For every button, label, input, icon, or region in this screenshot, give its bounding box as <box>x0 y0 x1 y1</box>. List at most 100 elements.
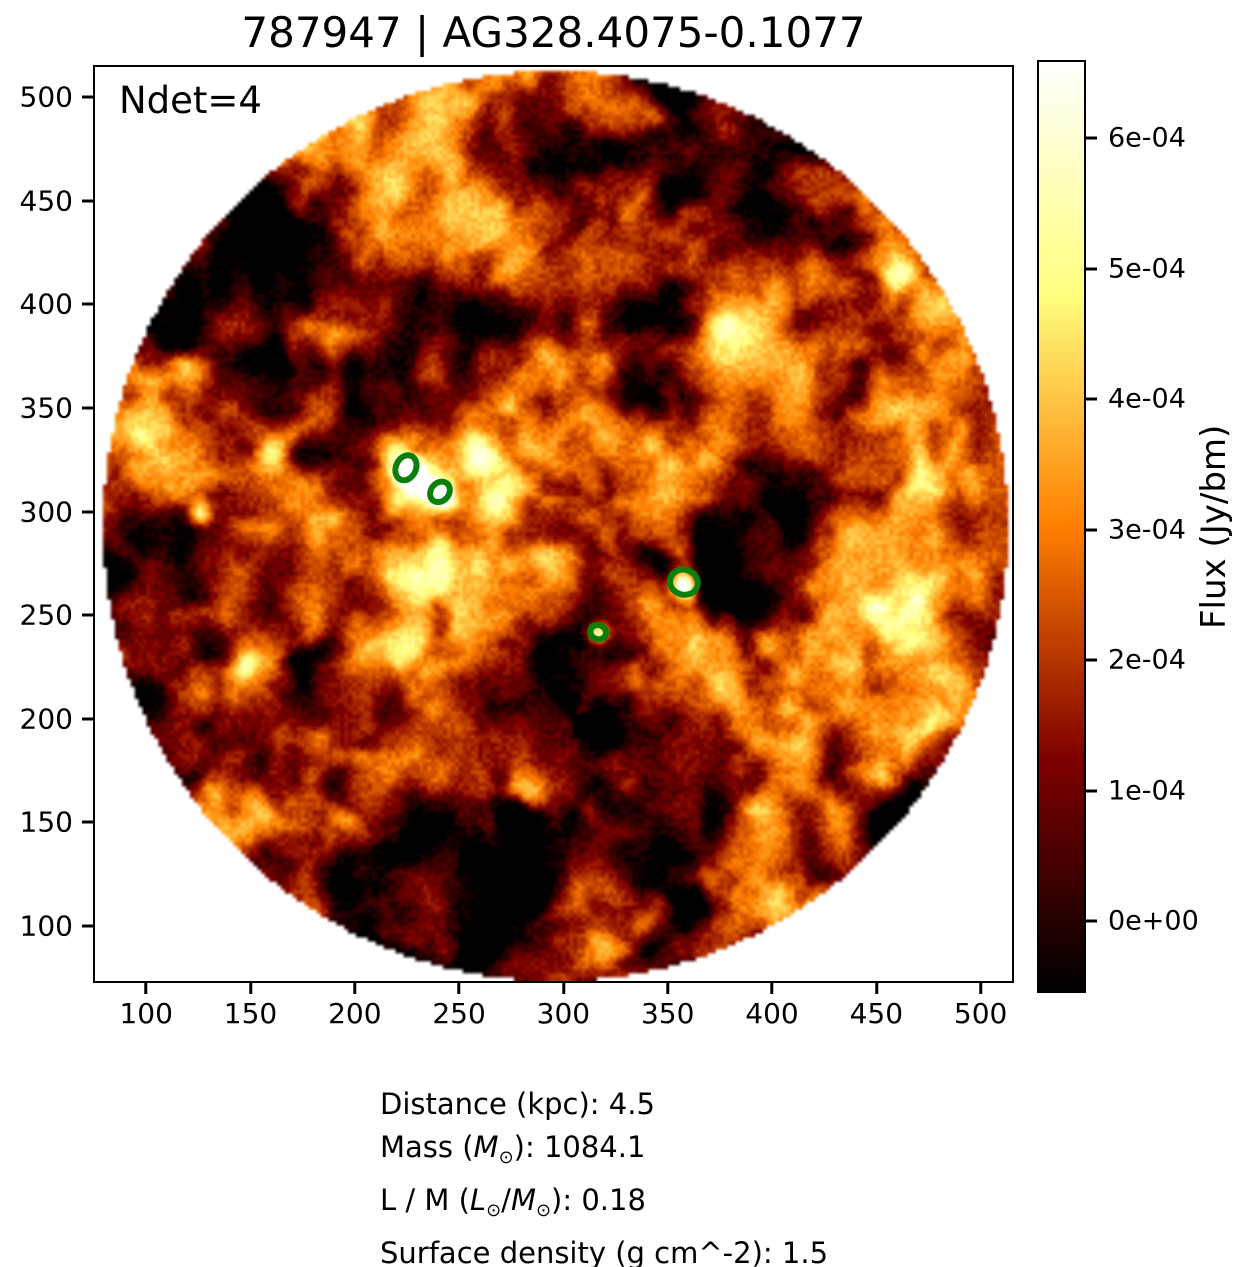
y-tick: 400 <box>20 288 93 321</box>
y-tick-mark <box>82 406 93 410</box>
colorbar-tick-mark <box>1086 658 1097 662</box>
y-tick-mark <box>82 717 93 721</box>
x-tick: 200 <box>328 983 382 1030</box>
colorbar-tick-mark <box>1086 136 1097 140</box>
x-tick-mark <box>248 983 252 994</box>
info-text: ⊙ <box>498 1146 514 1168</box>
colorbar-tick-label: 5e-04 <box>1108 253 1186 285</box>
colorbar-tick: 0e+00 <box>1086 906 1199 937</box>
colorbar-tick: 4e-04 <box>1086 384 1186 415</box>
colorbar-tick: 1e-04 <box>1086 775 1186 806</box>
colorbar-tick: 2e-04 <box>1086 645 1186 676</box>
x-tick-label: 400 <box>745 997 799 1030</box>
colorbar-ticks: 6e-04 5e-04 4e-04 3e-04 2e-04 1e-04 0e+00 <box>1086 60 1246 993</box>
x-tick-mark <box>979 983 983 994</box>
y-tick-label: 400 <box>19 287 73 321</box>
x-tick: 150 <box>224 983 277 1030</box>
y-tick: 450 <box>20 184 93 217</box>
x-tick-mark <box>666 983 670 994</box>
y-tick-label: 150 <box>19 805 73 839</box>
x-tick-label: 150 <box>223 997 278 1030</box>
y-tick-mark <box>82 613 93 617</box>
colorbar-tick-label: 1e-04 <box>1108 775 1186 807</box>
info-text: ): 1084.1 <box>513 1130 646 1164</box>
x-tick-label: 300 <box>536 997 591 1030</box>
info-text: / <box>501 1182 511 1217</box>
x-tick: 500 <box>954 983 1007 1030</box>
x-tick: 100 <box>119 983 173 1030</box>
x-axis-ticks: 100 150 200 250 300 350 400 450 500 <box>93 983 1014 1035</box>
x-tick: 350 <box>641 983 694 1030</box>
y-tick-label: 250 <box>19 598 73 632</box>
y-tick: 200 <box>20 702 93 735</box>
y-tick-mark <box>82 95 93 99</box>
info-text: L / M ( <box>380 1182 470 1217</box>
colorbar-tick: 6e-04 <box>1086 123 1186 154</box>
source-info-block: Distance (kpc): 4.5 Mass (M⊙): 1084.1 L / … <box>380 1083 828 1267</box>
info-text: ⊙ <box>535 1199 552 1221</box>
info-text: M <box>473 1130 499 1164</box>
colorbar-tick: 3e-04 <box>1086 514 1186 545</box>
info-text: Distance (kpc): 4.5 <box>380 1087 655 1121</box>
flux-map-canvas <box>95 67 1012 981</box>
x-tick-mark <box>561 983 565 994</box>
y-tick-label: 500 <box>19 80 73 114</box>
y-tick-mark <box>82 820 93 824</box>
x-tick: 450 <box>850 983 903 1030</box>
colorbar-tick-label: 4e-04 <box>1108 383 1186 415</box>
x-tick-mark <box>770 983 774 994</box>
y-axis-ticks: 500 450 400 350 300 250 200 150 100 <box>0 65 93 983</box>
x-tick-mark <box>874 983 878 994</box>
y-tick-label: 450 <box>19 184 73 218</box>
y-tick-label: 350 <box>19 391 73 425</box>
source-info-line: Distance (kpc): 4.5 <box>380 1083 828 1126</box>
y-tick: 150 <box>20 806 93 839</box>
colorbar-label: Flux (Jy/bm) <box>1194 424 1234 629</box>
source-info-line: Surface density (g cm^-2): 1.5 <box>380 1232 828 1267</box>
info-text: L <box>469 1182 487 1217</box>
info-text: M <box>510 1182 536 1217</box>
y-tick-label: 200 <box>19 702 73 736</box>
colorbar-tick: 5e-04 <box>1086 253 1186 284</box>
colorbar-tick-label: 3e-04 <box>1108 514 1186 546</box>
source-info-line: L / M (L⊙/M⊙): 0.18 <box>380 1179 828 1232</box>
x-tick: 400 <box>745 983 799 1030</box>
y-tick-mark <box>82 924 93 928</box>
y-tick-mark <box>82 199 93 203</box>
info-text: Surface density (g cm^-2): 1.5 <box>380 1235 829 1267</box>
y-tick: 250 <box>20 599 93 632</box>
colorbar-tick-mark <box>1086 267 1097 271</box>
x-tick-label: 350 <box>640 997 695 1030</box>
colorbar-tick-mark <box>1086 919 1097 923</box>
x-tick-label: 100 <box>119 997 173 1030</box>
y-tick: 100 <box>20 910 93 943</box>
colorbar <box>1037 60 1086 993</box>
colorbar-tick-label: 6e-04 <box>1108 122 1186 154</box>
colorbar-tick-label: 0e+00 <box>1108 905 1199 937</box>
y-tick-mark <box>82 302 93 306</box>
y-tick: 350 <box>20 392 93 425</box>
x-tick: 300 <box>537 983 590 1030</box>
y-tick-mark <box>82 510 93 514</box>
x-tick-label: 500 <box>953 997 1008 1030</box>
x-tick-label: 450 <box>849 997 904 1030</box>
x-tick: 250 <box>432 983 486 1030</box>
colorbar-tick-mark <box>1086 789 1097 793</box>
x-tick-label: 250 <box>432 997 486 1030</box>
y-tick: 300 <box>20 495 93 528</box>
colorbar-gradient <box>1039 62 1084 991</box>
info-text: ): 0.18 <box>551 1182 646 1217</box>
colorbar-tick-mark <box>1086 397 1097 401</box>
figure-title: 787947 | AG328.4075-0.1077 <box>241 8 866 57</box>
flux-map-axes: Ndet=4 <box>93 65 1014 983</box>
x-tick-mark <box>144 983 148 994</box>
colorbar-tick-label: 2e-04 <box>1108 644 1186 676</box>
x-tick-mark <box>353 983 357 994</box>
x-tick-mark <box>457 983 461 994</box>
info-text: ⊙ <box>486 1199 502 1221</box>
y-tick-label: 100 <box>19 909 73 943</box>
source-info-line: Mass (M⊙): 1084.1 <box>380 1126 828 1179</box>
info-text: Mass ( <box>380 1130 474 1164</box>
colorbar-tick-mark <box>1086 528 1097 532</box>
